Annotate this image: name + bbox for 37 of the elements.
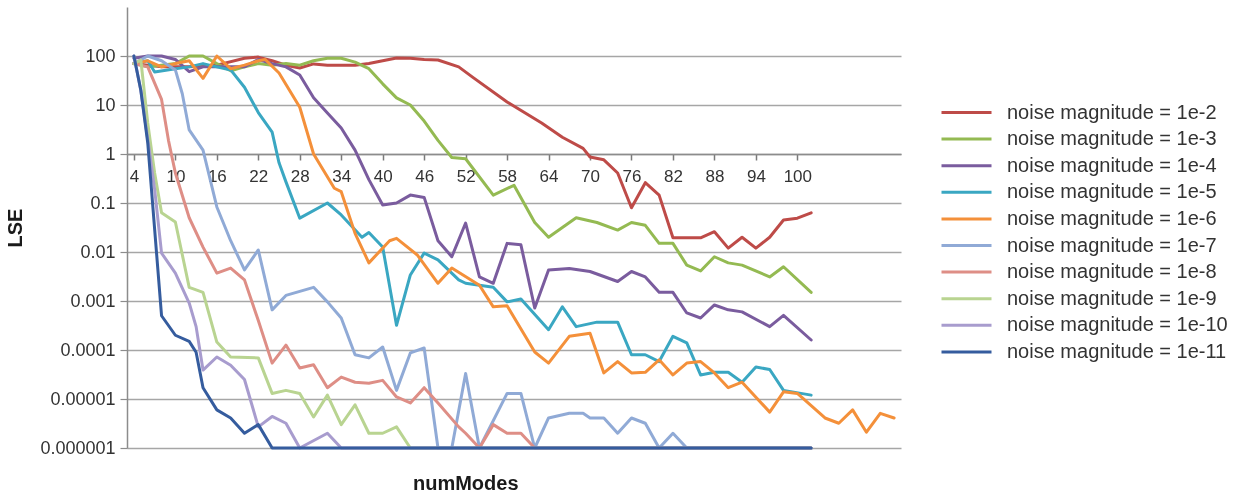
x-tick-label: 40 xyxy=(373,166,393,186)
y-axis-title: LSE xyxy=(3,208,26,248)
x-tick-label: 76 xyxy=(622,166,642,186)
legend-label: noise magnitude = 1e-8 xyxy=(1007,260,1217,283)
legend-label: noise magnitude = 1e-4 xyxy=(1007,153,1217,176)
x-axis-title: numModes xyxy=(412,471,519,494)
y-tick-label: 100 xyxy=(85,45,116,66)
legend-label: noise magnitude = 1e-9 xyxy=(1007,286,1217,309)
x-tick-label: 94 xyxy=(746,166,766,186)
x-tick-label: 88 xyxy=(705,166,725,186)
x-tick-label: 22 xyxy=(249,166,269,186)
legend-label: noise magnitude = 1e-6 xyxy=(1007,206,1217,229)
x-tick-label: 34 xyxy=(332,166,352,186)
y-tick-label: 1 xyxy=(105,143,116,164)
x-tick-label: 82 xyxy=(663,166,683,186)
legend-label: noise magnitude = 1e-3 xyxy=(1007,127,1217,150)
legend-label: noise magnitude = 1e-5 xyxy=(1007,180,1217,203)
x-tick-label: 70 xyxy=(581,166,600,186)
x-tick-label: 46 xyxy=(415,166,435,186)
y-tick-label: 0.0001 xyxy=(60,339,116,360)
y-tick-label: 0.000001 xyxy=(40,437,116,458)
x-tick-label: 100 xyxy=(783,166,813,186)
x-tick-label: 58 xyxy=(498,166,518,186)
x-tick-label: 52 xyxy=(456,166,476,186)
legend-label: noise magnitude = 1e-11 xyxy=(1007,339,1227,362)
y-tick-label: 0.01 xyxy=(80,241,116,262)
legend-label: noise magnitude = 1e-2 xyxy=(1007,100,1217,123)
x-tick-label: 28 xyxy=(290,166,310,186)
x-tick-label: 4 xyxy=(129,166,140,186)
legend-label: noise magnitude = 1e-7 xyxy=(1007,233,1217,256)
y-tick-label: 0.001 xyxy=(70,290,116,311)
y-tick-label: 10 xyxy=(95,94,116,115)
y-tick-label: 0.00001 xyxy=(50,388,116,409)
y-tick-label: 0.1 xyxy=(90,192,116,213)
x-tick-label: 16 xyxy=(207,166,227,186)
legend-label: noise magnitude = 1e-10 xyxy=(1007,313,1228,336)
x-tick-label: 64 xyxy=(539,166,559,186)
